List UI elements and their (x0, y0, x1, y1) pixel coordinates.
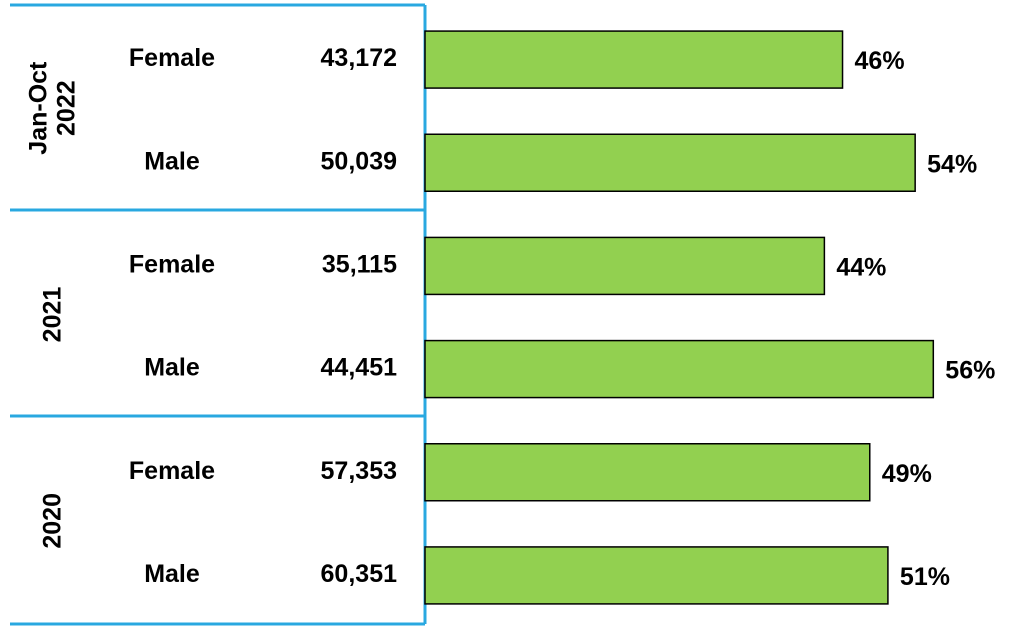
value-label: 56% (945, 357, 995, 385)
bar (424, 339, 935, 399)
value-label: 49% (882, 460, 932, 488)
category-label: Male (144, 147, 200, 175)
category-label: Male (144, 354, 200, 382)
group-label: Jan-Oct (25, 61, 53, 155)
value-label: 44% (836, 254, 886, 282)
bar (424, 30, 844, 89)
group-label: 2021 (39, 287, 67, 343)
value-label: 46% (855, 47, 905, 75)
count-label: 43,172 (321, 44, 397, 72)
value-label: 54% (927, 150, 977, 178)
group-label: 2022 (53, 80, 81, 136)
group-label: 2020 (39, 493, 67, 549)
count-label: 50,039 (321, 147, 397, 175)
bar (424, 443, 871, 502)
value-label: 51% (900, 563, 950, 591)
category-label: Female (129, 457, 215, 485)
count-label: 44,451 (321, 354, 398, 382)
table-frame (10, 3, 427, 626)
count-label: 60,351 (321, 560, 398, 588)
category-label: Female (129, 251, 215, 279)
category-label: Female (129, 44, 215, 72)
count-label: 57,353 (321, 457, 397, 485)
bar (424, 546, 889, 605)
bar (424, 236, 826, 296)
count-label: 35,115 (322, 251, 397, 279)
bar (424, 133, 916, 192)
category-label: Male (144, 560, 200, 588)
